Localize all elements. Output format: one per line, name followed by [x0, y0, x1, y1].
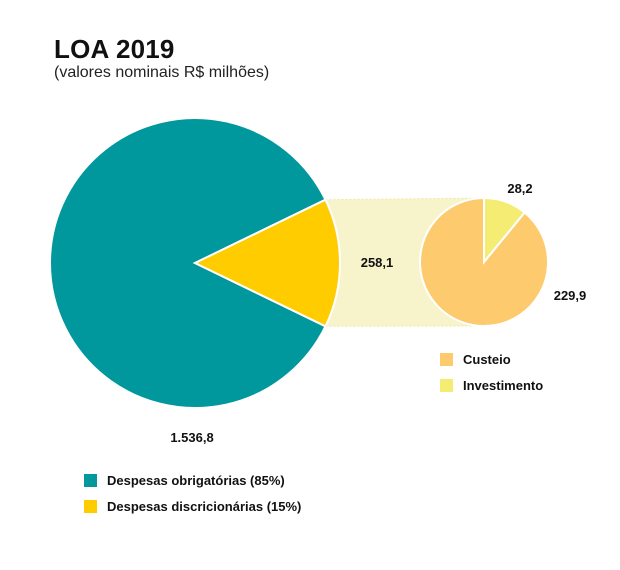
value-label-obrigatorias: 1.536,8 [170, 430, 213, 445]
legend-label-custeio: Custeio [463, 351, 511, 367]
legend-item-obrigatorias: Despesas obrigatórias (85%) [84, 467, 301, 493]
value-label-investimento: 28,2 [507, 181, 532, 196]
legend-swatch-custeio [440, 352, 453, 366]
legend-label-obrigatorias: Despesas obrigatórias (85%) [107, 472, 285, 488]
slice-investimento [483, 196, 526, 265]
legend-item-investimento: Investimento [440, 372, 543, 398]
legend-swatch-discricionarias [84, 499, 97, 513]
legend-label-discricionarias: Despesas discricionárias (15%) [107, 498, 302, 514]
chart-subtitle: (valores nominais R$ milhões) [54, 64, 270, 81]
legend-label-investimento: Investimento [463, 377, 544, 393]
legend-item-discricionarias: Despesas discricionárias (15%) [84, 493, 301, 519]
legend-swatch-investimento [440, 378, 453, 392]
sub-legend: Custeio Investimento [440, 346, 543, 398]
value-label-discricionarias: 258,1 [361, 255, 394, 270]
legend-item-custeio: Custeio [440, 346, 543, 372]
main-legend: Despesas obrigatórias (85%) Despesas dis… [84, 467, 301, 519]
legend-swatch-obrigatorias [84, 473, 97, 487]
slice-despesas-obrigatorias [48, 117, 327, 409]
value-label-custeio: 229,9 [554, 288, 587, 303]
slice-despesas-discricionarias [192, 198, 341, 328]
chart-title: LOA 2019 [54, 34, 175, 64]
connector-line-top [325, 197, 485, 201]
